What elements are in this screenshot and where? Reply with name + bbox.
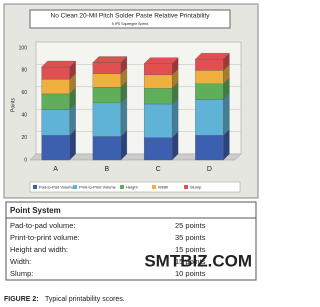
legend-swatch	[120, 185, 124, 189]
bar-segment	[143, 63, 173, 76]
table-cell: 10 points	[175, 269, 206, 278]
bar-side	[120, 96, 128, 137]
chart-title: No Clean 20-Mil Pitch Solder Paste Relat…	[51, 13, 211, 20]
x-tick-label: D	[207, 166, 212, 173]
table-cell: 25 points	[175, 221, 206, 230]
bar-segment	[92, 62, 122, 74]
y-axis-label: Points	[10, 98, 16, 112]
table-cell: 15 points	[175, 257, 206, 266]
x-tick-label: A	[53, 166, 58, 173]
bar-top	[143, 57, 179, 64]
x-tick-label: C	[156, 166, 161, 173]
bar-segment	[143, 103, 173, 138]
bar-segment	[92, 136, 122, 161]
bar-segment	[41, 79, 70, 95]
table-cell: 35 points	[175, 233, 206, 242]
bar-segment	[195, 99, 224, 136]
caption-label: FIGURE 2:	[4, 296, 39, 303]
bar-side	[223, 93, 230, 136]
page: No Clean 20-Mil Pitch Solder Paste Relat…	[3, 3, 259, 303]
legend-label: Height	[126, 185, 138, 190]
watermark: SMTBIZ.COM	[144, 251, 252, 270]
legend-label: Pad-to-Pad Volume	[39, 185, 74, 190]
bar-segment	[41, 109, 70, 136]
table-cell: Slump:	[10, 269, 33, 278]
table-title: Point System	[10, 206, 61, 215]
bar-segment	[92, 73, 122, 88]
legend-box	[29, 181, 241, 193]
table-cell: Height and width:	[10, 245, 68, 254]
bar-segment	[92, 102, 122, 137]
table-cell: 15 points	[175, 245, 206, 254]
bar-top	[92, 56, 128, 63]
legend-label: Print-to-Print Volume	[79, 185, 117, 190]
bar-segment	[143, 137, 173, 161]
bar-side	[171, 97, 179, 138]
chart-subtitle: 5 IPS Squeegee Speed	[112, 22, 149, 26]
bar-segment	[92, 87, 122, 104]
table-cell: Pad-to-pad volume:	[10, 221, 75, 230]
bar-segment	[41, 135, 70, 161]
bar-top	[195, 53, 230, 60]
y-tick-label: 40	[21, 113, 27, 119]
legend-label: Width	[158, 185, 168, 190]
legend-swatch	[152, 185, 156, 189]
y-tick-label: 60	[21, 90, 27, 96]
bar-segment	[195, 59, 224, 71]
bar-segment	[41, 66, 70, 80]
bar-segment	[143, 74, 173, 89]
bar-segment	[195, 70, 224, 84]
y-tick-label: 100	[19, 45, 28, 51]
legend-swatch	[184, 185, 188, 189]
table-cell: Width:	[10, 257, 31, 266]
bar-segment	[143, 88, 173, 105]
title-box	[29, 9, 231, 29]
bar-segment	[195, 135, 224, 161]
table-cell: Print-to-print volume:	[10, 233, 80, 242]
bar-segment	[41, 93, 70, 110]
table-box	[5, 201, 257, 281]
legend-swatch	[73, 185, 77, 189]
caption-text: Typical printability scores.	[45, 296, 125, 303]
y-tick-label: 80	[21, 68, 27, 74]
legend-swatch	[33, 185, 37, 189]
y-tick-label: 0	[24, 157, 27, 163]
x-tick-label: B	[105, 166, 110, 173]
bar-segment	[195, 83, 224, 100]
y-tick-label: 20	[21, 135, 27, 141]
bar-top	[41, 60, 76, 68]
legend-label: Slump	[190, 185, 202, 190]
